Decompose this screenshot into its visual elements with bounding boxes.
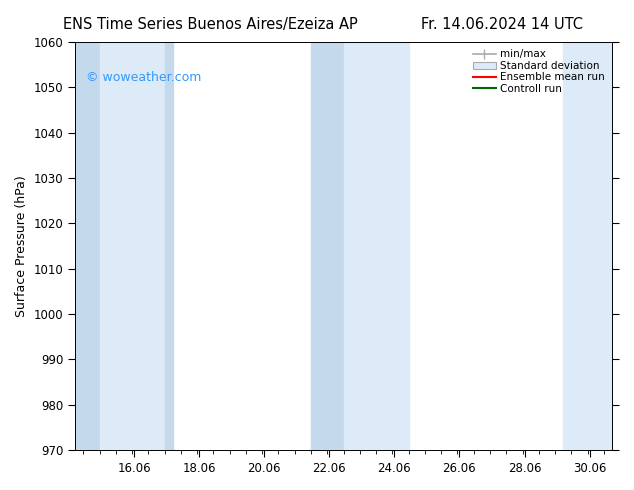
Bar bbox=[165, 42, 172, 450]
Text: Fr. 14.06.2024 14 UTC: Fr. 14.06.2024 14 UTC bbox=[421, 17, 583, 32]
Bar bbox=[75, 42, 100, 450]
Text: ENS Time Series Buenos Aires/Ezeiza AP: ENS Time Series Buenos Aires/Ezeiza AP bbox=[63, 17, 358, 32]
Y-axis label: Surface Pressure (hPa): Surface Pressure (hPa) bbox=[15, 175, 28, 317]
Legend: min/max, Standard deviation, Ensemble mean run, Controll run: min/max, Standard deviation, Ensemble me… bbox=[469, 45, 609, 98]
Bar bbox=[563, 42, 612, 450]
Bar bbox=[100, 42, 165, 450]
Text: © woweather.com: © woweather.com bbox=[86, 71, 201, 84]
Bar bbox=[311, 42, 344, 450]
Bar bbox=[344, 42, 409, 450]
